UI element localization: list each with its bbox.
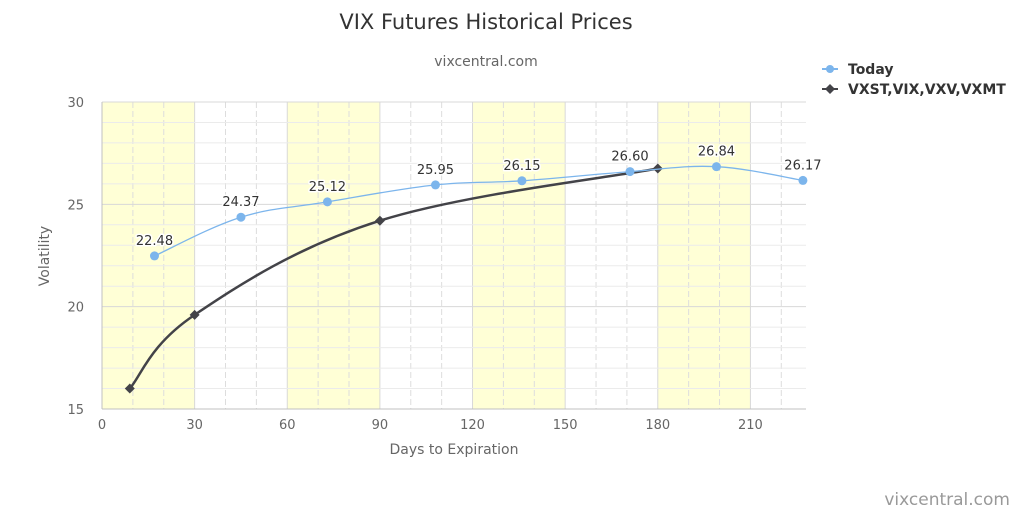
today-data-label: 25.12 <box>309 180 346 195</box>
legend-diamond-icon <box>825 84 835 94</box>
today-data-label: 26.84 <box>698 145 735 160</box>
credit-text[interactable]: vixcentral.com <box>884 490 1010 510</box>
x-tick-label: 0 <box>98 418 106 433</box>
axes: 0 30 60 90 120 150 180 210 15 20 25 30 <box>67 96 806 433</box>
data-labels: 22.48 24.37 25.12 25.95 26.15 26.60 26.84 26.17 <box>134 143 823 250</box>
x-axis-title: Days to Expiration <box>390 442 519 458</box>
x-tick-label: 150 <box>553 418 578 433</box>
shaded-band <box>472 102 566 409</box>
today-data-label: 25.95 <box>417 163 454 178</box>
today-point <box>236 212 246 222</box>
today-data-label: 26.60 <box>611 150 648 165</box>
shaded-band <box>287 102 380 409</box>
today-point <box>711 162 721 172</box>
y-tick-label: 30 <box>67 96 84 111</box>
term-structure-point <box>124 383 135 394</box>
chart-subtitle: vixcentral.com <box>434 54 537 70</box>
shaded-band <box>657 102 751 409</box>
today-point <box>430 180 440 190</box>
term-structure-point <box>374 215 385 226</box>
legend-circle-icon <box>826 65 834 73</box>
x-tick-label: 210 <box>738 418 763 433</box>
y-tick-label: 15 <box>67 403 84 418</box>
today-point <box>149 251 159 261</box>
today-series-line <box>154 165 804 257</box>
x-tick-label: 60 <box>279 418 296 433</box>
legend: Today VXST,VIX,VXV,VXMT <box>822 62 1006 98</box>
today-point <box>798 175 808 185</box>
today-point <box>322 197 332 207</box>
today-data-label: 24.37 <box>222 195 259 210</box>
shaded-band <box>102 102 195 409</box>
grid-lines <box>102 101 806 410</box>
y-tick-label: 25 <box>67 198 84 213</box>
legend-label-term-structure: VXST,VIX,VXV,VXMT <box>848 82 1006 98</box>
chart-title: VIX Futures Historical Prices <box>339 10 632 34</box>
legend-item-today[interactable]: Today <box>822 62 893 78</box>
today-data-label: 26.15 <box>503 159 540 174</box>
legend-label-today: Today <box>848 62 893 78</box>
shaded-bands <box>102 102 751 409</box>
today-data-label: 26.17 <box>784 158 821 173</box>
x-tick-label: 30 <box>186 418 203 433</box>
x-tick-label: 180 <box>645 418 670 433</box>
today-data-label: 22.48 <box>136 234 173 249</box>
term-structure-series-line <box>128 167 659 390</box>
today-point <box>517 176 527 186</box>
x-tick-label: 120 <box>460 418 485 433</box>
term-structure-point <box>189 309 200 320</box>
y-axis-title: Volatility <box>37 226 53 286</box>
today-point <box>625 167 635 177</box>
x-tick-label: 90 <box>372 418 389 433</box>
legend-item-term-structure[interactable]: VXST,VIX,VXV,VXMT <box>822 82 1006 98</box>
y-tick-label: 20 <box>67 301 84 316</box>
series-layer <box>124 162 808 394</box>
